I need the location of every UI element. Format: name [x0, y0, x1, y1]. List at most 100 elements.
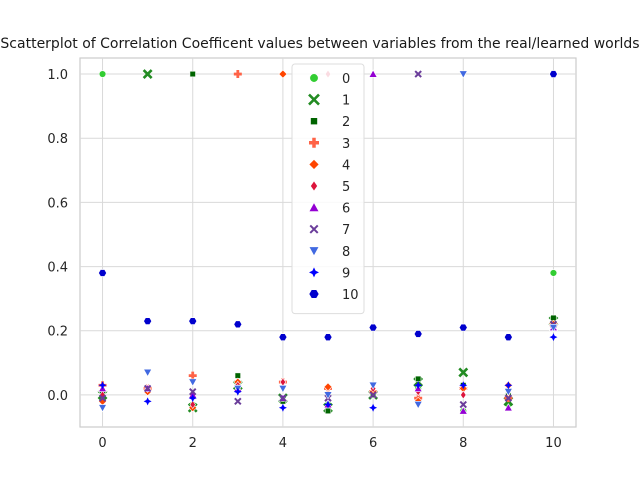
y-tick-label: 0.6 [47, 196, 68, 211]
data-point [143, 384, 152, 393]
legend-label: 3 [342, 137, 350, 152]
legend-label: 10 [342, 288, 359, 303]
legend-marker [309, 73, 319, 83]
data-point [549, 269, 558, 277]
data-point [458, 323, 468, 332]
legend-marker [308, 246, 320, 257]
legend-label: 7 [342, 223, 350, 238]
legend-marker [308, 289, 320, 299]
data-point [233, 320, 243, 329]
x-tick-label: 8 [459, 436, 467, 451]
data-point [324, 400, 332, 409]
x-tick-label: 4 [279, 436, 287, 451]
data-point [279, 394, 287, 402]
data-point [368, 381, 378, 390]
legend-label: 6 [342, 202, 350, 217]
legend-marker [309, 137, 319, 148]
data-point [98, 394, 107, 402]
x-tick-label: 10 [545, 436, 562, 451]
data-point [458, 367, 469, 378]
legend-marker [308, 158, 320, 170]
data-point [143, 368, 153, 378]
data-point [143, 317, 152, 325]
data-point [413, 330, 423, 338]
y-tick-label: 0.8 [47, 132, 68, 147]
data-point [504, 333, 513, 341]
data-point [233, 70, 242, 79]
data-point [549, 70, 558, 78]
data-point [189, 387, 197, 396]
data-point [459, 400, 467, 409]
x-tick-label: 6 [369, 436, 377, 451]
series-7 [98, 70, 558, 409]
data-point [323, 333, 333, 341]
x-tick-label: 0 [98, 436, 106, 451]
y-tick-label: 0.2 [47, 325, 68, 340]
data-point [98, 404, 108, 413]
data-point [369, 391, 377, 399]
data-point [460, 390, 467, 400]
data-point [503, 403, 513, 412]
data-point [414, 381, 423, 390]
data-point [415, 375, 422, 382]
y-tick-label: 0.4 [47, 261, 68, 276]
data-point [188, 378, 198, 387]
chart-title: Scatterplot of Correlation Coefficent va… [0, 36, 639, 52]
data-point [233, 387, 242, 396]
data-point [504, 381, 513, 390]
data-point [414, 70, 422, 78]
series-9 [98, 333, 558, 412]
legend-label: 1 [342, 94, 350, 109]
data-point [458, 70, 468, 79]
data-point [459, 381, 468, 390]
series-10 [98, 70, 558, 341]
data-point [323, 382, 333, 392]
y-tick-label: 1.0 [47, 68, 68, 83]
legend-marker [310, 180, 318, 192]
data-point [188, 317, 198, 325]
data-point [549, 333, 558, 342]
data-point [234, 372, 241, 379]
data-point [550, 314, 557, 322]
data-point [234, 397, 242, 406]
legend-label: 2 [342, 115, 350, 130]
data-point [548, 324, 558, 333]
data-point [189, 400, 196, 410]
y-tick-label: 0.0 [47, 389, 68, 404]
legend-marker [308, 93, 320, 106]
data-point [278, 403, 287, 412]
x-tick-label: 2 [189, 436, 197, 451]
data-point [368, 69, 378, 78]
legend-marker [309, 224, 319, 234]
data-point [324, 407, 332, 415]
data-point [504, 394, 513, 402]
legend-marker [310, 117, 318, 125]
data-point [98, 70, 107, 78]
data-point [143, 397, 152, 406]
data-point [278, 384, 288, 394]
data-point [189, 70, 196, 78]
data-point [278, 69, 288, 79]
data-point [142, 69, 153, 79]
data-point [98, 381, 107, 390]
data-point [458, 406, 468, 415]
legend-box [291, 63, 365, 315]
data-point [188, 394, 197, 403]
data-point [369, 403, 378, 412]
series-8 [98, 70, 558, 413]
data-point [278, 333, 288, 341]
legend-label: 8 [342, 245, 350, 260]
legend-label: 9 [342, 266, 350, 281]
data-point [188, 371, 197, 380]
legend: 0 1 2 3 4 5 6 7 8 9 10 [291, 63, 365, 315]
legend-marker [308, 201, 320, 212]
legend-label: 4 [342, 158, 350, 173]
legend-marker [309, 267, 319, 278]
data-point [413, 401, 423, 410]
data-point [98, 269, 107, 277]
legend-label: 5 [342, 180, 350, 195]
data-point [323, 391, 333, 400]
legend-label: 0 [342, 72, 350, 87]
data-point [368, 323, 378, 332]
